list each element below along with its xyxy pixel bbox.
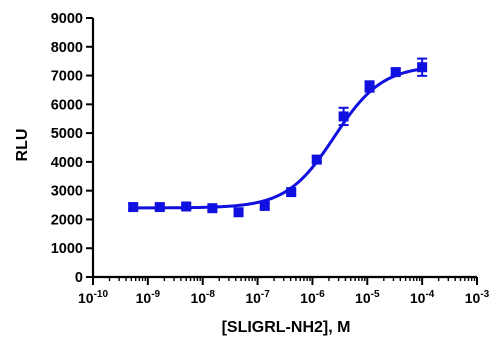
y-axis: 0 1000 2000 3000 4000 5000 6000 7000 8000 9000 xyxy=(51,11,95,286)
y-tick-label: 7000 xyxy=(51,69,83,85)
y-tick-label: 0 xyxy=(75,270,83,286)
y-tick-label: 8000 xyxy=(51,40,83,56)
x-axis: 10-10 10-9 10-8 10-7 10-6 10-5 10-4 10-3 xyxy=(78,275,490,306)
y-tick-label: 1000 xyxy=(51,241,83,257)
point-marker xyxy=(233,207,244,218)
point-marker xyxy=(181,201,192,212)
point-marker xyxy=(128,202,139,213)
x-tick-label: 10-3 xyxy=(465,289,490,306)
data-point xyxy=(233,207,244,218)
x-tick-label: 10-9 xyxy=(136,289,161,306)
point-marker xyxy=(417,62,428,73)
data-point xyxy=(207,203,218,214)
x-tick-label: 10-10 xyxy=(78,289,108,306)
data-point xyxy=(286,187,297,198)
point-marker xyxy=(259,200,270,211)
data-point xyxy=(181,201,192,212)
point-marker xyxy=(154,202,165,213)
data-point xyxy=(311,154,322,165)
data-point xyxy=(154,202,165,213)
x-tick-label: 10-5 xyxy=(355,289,380,306)
fit-curve-layer xyxy=(133,67,423,210)
data-point xyxy=(128,202,139,213)
data-points-layer xyxy=(128,57,428,218)
x-tick-label: 10-8 xyxy=(190,289,215,306)
y-tick-label: 3000 xyxy=(51,184,83,200)
point-marker xyxy=(390,67,401,78)
data-point xyxy=(390,67,401,78)
fit-curve xyxy=(133,67,423,210)
point-marker xyxy=(364,81,375,92)
x-axis-title: [SLIGRL-NH2], M xyxy=(222,319,351,336)
y-tick-label: 6000 xyxy=(51,97,83,113)
x-tick-label: 10-4 xyxy=(410,289,435,306)
point-marker xyxy=(338,111,349,122)
point-marker xyxy=(286,187,297,198)
point-marker xyxy=(207,203,218,214)
data-point xyxy=(417,57,428,77)
y-tick-label: 5000 xyxy=(51,126,83,142)
data-point xyxy=(259,200,270,211)
y-tick-label: 9000 xyxy=(51,11,83,27)
y-axis-title: RLU xyxy=(14,129,31,162)
point-marker xyxy=(311,154,322,165)
data-point xyxy=(364,80,375,93)
data-point xyxy=(338,106,349,127)
x-tick-label: 10-7 xyxy=(245,289,270,306)
y-tick-label: 4000 xyxy=(51,155,83,171)
y-tick-label: 2000 xyxy=(51,212,83,228)
x-tick-label: 10-6 xyxy=(300,289,325,306)
